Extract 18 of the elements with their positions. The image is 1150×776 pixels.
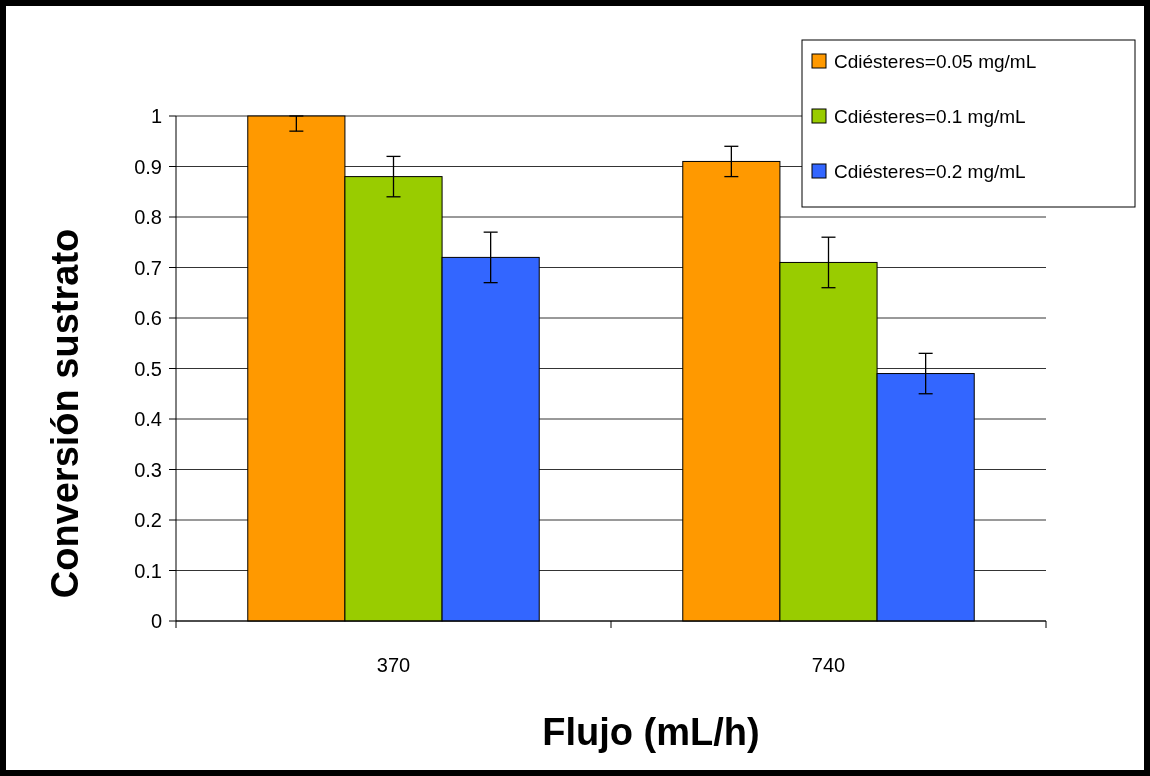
x-tick-label: 370 bbox=[376, 654, 411, 676]
y-tick-label: 0.2 bbox=[134, 509, 162, 531]
y-tick-label: 0.1 bbox=[134, 559, 162, 582]
y-tick-label: 0.7 bbox=[134, 256, 162, 279]
legend-label: Cdiésteres=0.1 mg/mL bbox=[834, 105, 1026, 127]
x-axis-title: Flujo (mL/h) bbox=[542, 711, 760, 753]
legend-label: Cdiésteres=0.05 mg/mL bbox=[834, 50, 1037, 72]
y-tick-label: 0.9 bbox=[134, 155, 162, 178]
legend-label: Cdiésteres=0.2 mg/mL bbox=[834, 160, 1026, 182]
y-tick-label: 0.4 bbox=[134, 408, 162, 430]
y-tick-label: 0.5 bbox=[134, 357, 162, 380]
y-tick-label: 0.6 bbox=[134, 307, 162, 329]
y-axis-title: Conversión sustrato bbox=[44, 228, 86, 599]
x-tick-label: 740 bbox=[811, 654, 846, 676]
y-tick-label: 1 bbox=[150, 105, 162, 127]
y-tick-label: 0.8 bbox=[134, 206, 162, 228]
y-tick-label: 0.3 bbox=[134, 458, 162, 481]
y-tick-label: 0 bbox=[150, 610, 162, 632]
